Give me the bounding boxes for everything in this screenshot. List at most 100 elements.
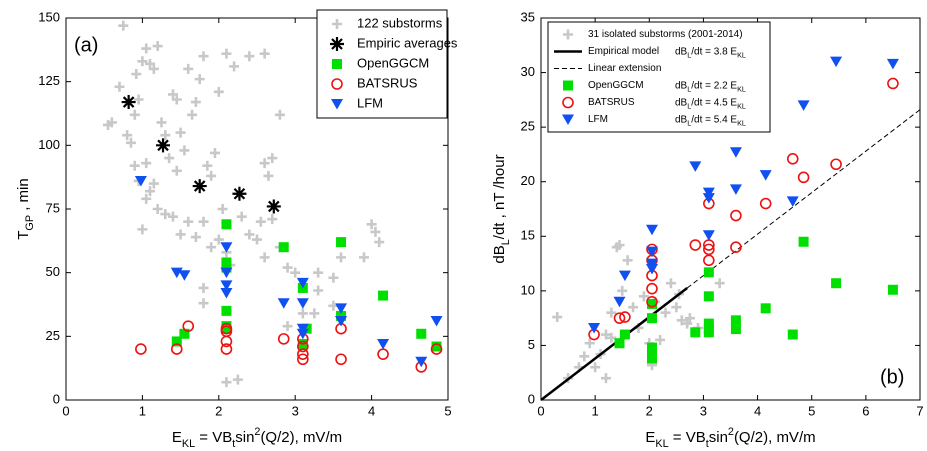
y-tick-label: 150	[38, 9, 60, 24]
y-tick-label: 25	[521, 119, 535, 134]
circle-marker	[646, 295, 658, 308]
triangle-marker	[729, 184, 742, 195]
y-tick-label: 50	[46, 264, 60, 279]
plus-marker	[141, 158, 152, 169]
square-marker	[221, 219, 232, 230]
plus-marker	[232, 374, 243, 385]
label-part: KL	[737, 51, 746, 60]
y-tick-label: 5	[528, 337, 535, 352]
circle-marker	[786, 152, 799, 165]
plus-marker	[358, 252, 369, 263]
square-marker	[332, 59, 342, 69]
plus-marker	[213, 86, 224, 97]
y-tick-label: 35	[521, 9, 535, 24]
triangle-marker	[415, 356, 428, 368]
square-marker	[221, 257, 232, 268]
circle-marker	[297, 353, 309, 366]
square-marker	[646, 313, 657, 324]
legend-label: Linear extension	[588, 63, 661, 74]
circle-marker	[703, 243, 715, 256]
triangle-marker	[702, 187, 715, 199]
asterisk-marker	[232, 186, 247, 201]
y-tick-label: 0	[528, 391, 535, 406]
plus-marker	[148, 63, 159, 74]
plus-marker	[313, 267, 324, 278]
y-tick-label: 10	[521, 282, 535, 297]
asterisk-marker	[192, 179, 207, 194]
plus-marker	[660, 307, 671, 318]
circle-marker	[135, 343, 147, 355]
circle-marker	[562, 96, 574, 109]
plus-marker	[671, 302, 682, 313]
triangle-marker	[645, 258, 658, 270]
axes-frame	[540, 17, 921, 401]
plus-marker	[167, 89, 178, 100]
asterisk-marker	[266, 199, 281, 214]
plot-area	[540, 17, 921, 401]
plus-marker	[190, 97, 201, 108]
square-marker	[831, 278, 842, 289]
square-marker	[730, 315, 741, 326]
plus-marker	[600, 329, 611, 340]
circle-marker	[297, 340, 309, 353]
legend-box	[547, 21, 771, 133]
label-part: , min	[15, 178, 32, 215]
plus-marker	[665, 278, 676, 289]
square-marker	[646, 353, 657, 364]
circle-marker	[170, 343, 183, 355]
plus-marker	[255, 216, 266, 227]
x-tick-label: 5	[808, 403, 815, 418]
plus-marker	[160, 209, 171, 220]
plus-marker	[175, 127, 186, 138]
plus-marker	[217, 204, 228, 214]
plus-marker	[131, 69, 142, 80]
plus-marker	[141, 43, 152, 54]
plus-marker	[370, 226, 381, 237]
triangle-marker	[377, 338, 390, 350]
triangle-marker	[588, 322, 601, 334]
square-marker	[690, 327, 701, 338]
plus-marker	[590, 362, 601, 373]
plus-marker	[206, 242, 217, 253]
plus-marker	[187, 109, 198, 120]
plus-marker	[313, 285, 324, 296]
triangle-marker	[562, 114, 574, 125]
plus-marker	[563, 29, 573, 40]
plus-marker	[259, 252, 270, 263]
plus-marker	[198, 298, 209, 309]
triangle-marker	[178, 270, 191, 281]
label-part: KL	[182, 438, 195, 450]
y-tick-label: 30	[521, 64, 535, 79]
label-part: (Q/2), mV/m	[734, 429, 816, 446]
plus-marker	[290, 267, 301, 278]
label-part: dB	[675, 80, 688, 91]
label-part: dB	[675, 46, 688, 57]
circle-marker	[220, 343, 233, 355]
triangle-marker	[613, 296, 626, 308]
plus-marker	[183, 216, 194, 227]
circle-marker	[759, 197, 772, 210]
square-marker	[179, 328, 190, 339]
label-part: dB	[675, 97, 688, 108]
plus-marker	[118, 20, 129, 31]
panel-label: (b)	[880, 366, 904, 388]
plus-marker	[122, 130, 133, 141]
triangle-marker	[702, 193, 715, 204]
triangle-marker	[331, 99, 343, 110]
plus-marker	[614, 240, 625, 251]
x-tick-label: 6	[862, 403, 869, 418]
plus-marker	[328, 272, 339, 283]
square-marker	[171, 336, 182, 347]
plus-marker	[171, 94, 182, 105]
circle-marker	[689, 239, 702, 251]
triangle-marker	[645, 246, 658, 258]
plus-marker	[198, 282, 209, 293]
plus-marker	[274, 109, 285, 120]
plus-marker	[684, 313, 695, 324]
label-part: dB	[491, 245, 508, 263]
plus-marker	[167, 211, 178, 222]
plus-marker	[129, 160, 140, 171]
plus-marker	[638, 291, 649, 302]
circle-marker	[430, 343, 443, 355]
plus-marker	[133, 94, 144, 105]
